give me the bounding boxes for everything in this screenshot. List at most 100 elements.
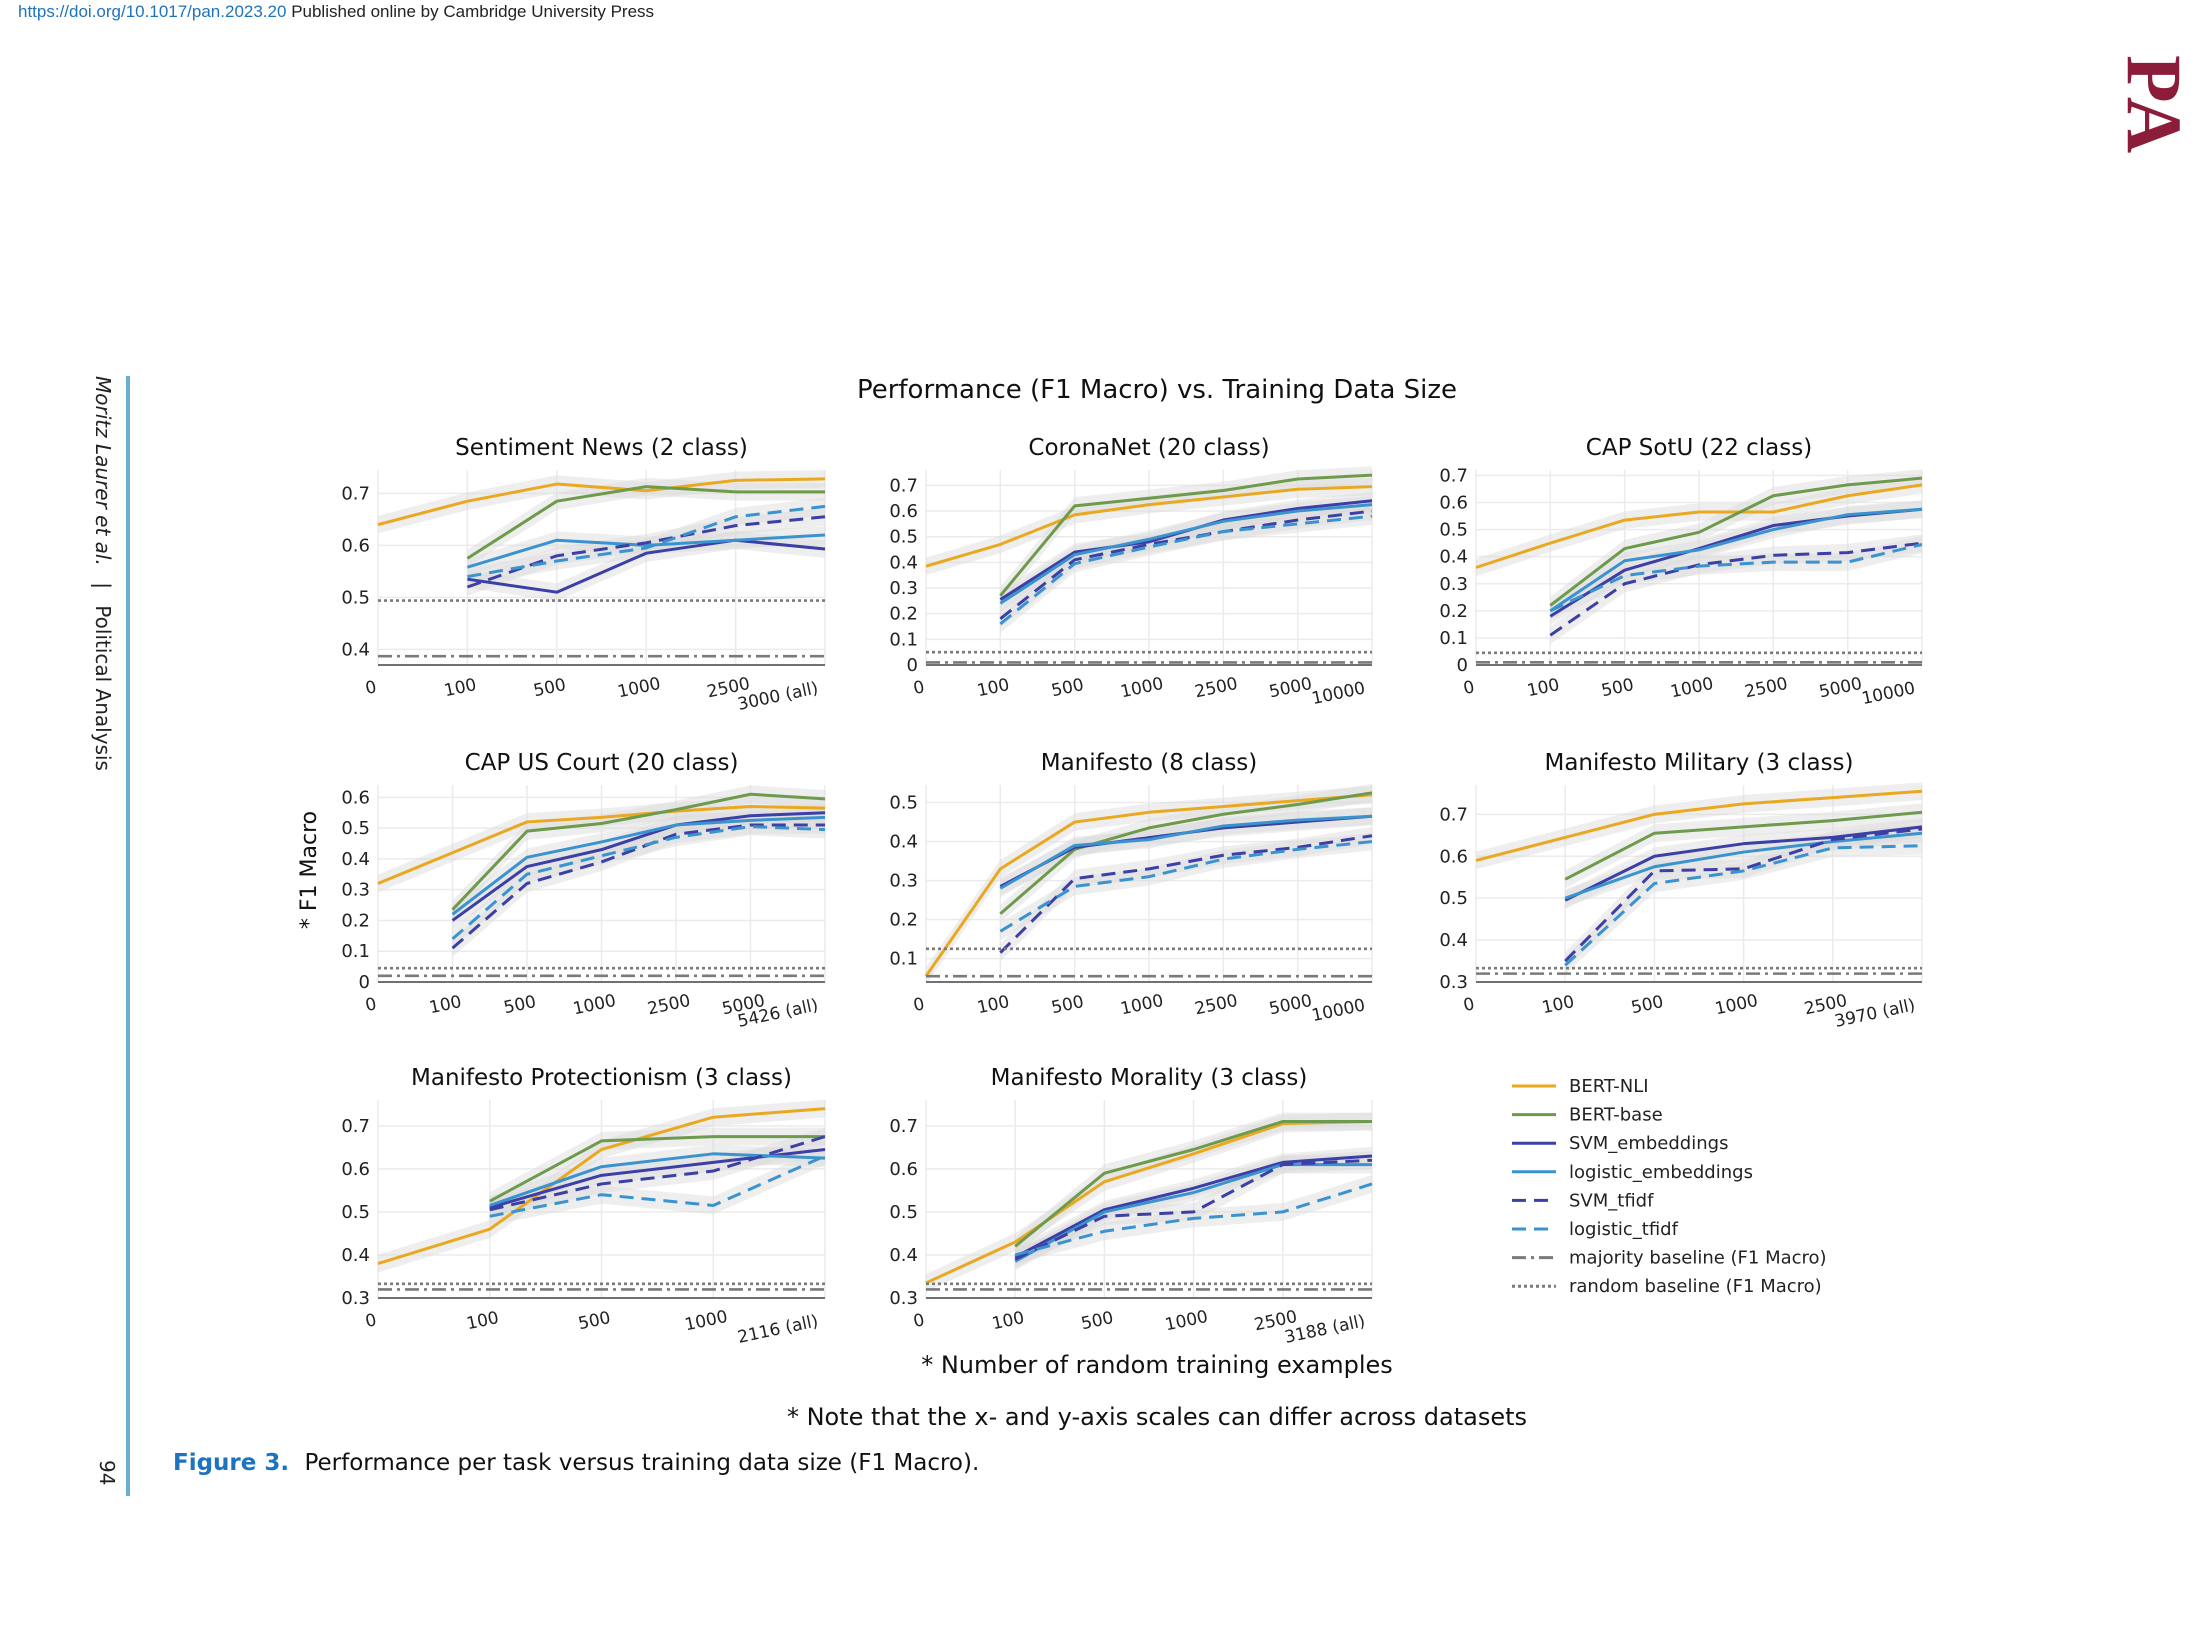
x-tick-label: 2500	[646, 991, 692, 1020]
legend-item-svm-tfidf: SVM_tfidf	[1512, 1190, 1654, 1211]
x-tick-label: 10000	[1310, 995, 1367, 1026]
series-line-svm-embeddings	[1564, 825, 1923, 902]
y-tick-label: 0.4	[1439, 930, 1468, 951]
series-line-logistic-tfidf	[489, 1154, 826, 1218]
x-tick-label: 100	[975, 675, 1011, 701]
series-line-logistic-embeddings	[1564, 831, 1923, 900]
x-tick-label: 500	[1050, 992, 1086, 1018]
x-tick-label: 1000	[1713, 991, 1759, 1020]
confidence-band-logistic-tfidf	[1000, 832, 1372, 941]
x-tick-label: 100	[442, 675, 478, 701]
y-tick-label: 0.5	[1439, 520, 1468, 541]
y-tick-label: 0.7	[341, 1116, 370, 1137]
x-tick-label: 500	[1050, 675, 1086, 701]
y-tick-label: 0.5	[341, 818, 370, 839]
page-number-text: 94	[95, 1460, 119, 1485]
journal-logo-text: PA	[2111, 55, 2190, 153]
x-tick-label: 0	[1462, 677, 1477, 699]
x-tick-label: 1000	[1119, 991, 1165, 1020]
y-tick-label: 0.5	[341, 587, 370, 608]
y-tick-label: 0.2	[341, 910, 370, 931]
chart-cap-us-court-20-class: CAP US Court (20 class) 0 0.1 0.2 0.3 0.4 0.5 0…	[341, 750, 826, 1032]
chart-title: CoronaNet (20 class)	[1028, 435, 1269, 461]
legend-item-logistic-embeddings: logistic_embeddings	[1512, 1162, 1753, 1183]
y-tick-label: 0.3	[889, 871, 918, 892]
confidence-band-logistic-embeddings	[1565, 824, 1922, 908]
figure-caption-text: Performance per task versus training dat…	[304, 1450, 980, 1476]
legend-item-bert-base: BERT-base	[1512, 1105, 1663, 1126]
series-line-logistic-embeddings	[999, 503, 1373, 605]
running-head-authors: Moritz Laurer et al.	[91, 376, 115, 566]
confidence-band-svm-tfidf	[1000, 826, 1372, 962]
confidence-band-svm-embeddings	[1000, 807, 1372, 896]
confidence-band-bert-nli	[1476, 476, 1922, 577]
x-tick-label: 5000	[1267, 674, 1313, 703]
y-tick-label: 0.2	[1439, 601, 1468, 622]
journal-logo: PA	[2111, 55, 2190, 153]
series-line-logistic-tfidf	[1014, 1182, 1373, 1257]
y-tick-label: 0.1	[1439, 628, 1468, 649]
confidence-band-bert-base	[1015, 1112, 1372, 1256]
series-line-svm-tfidf	[999, 834, 1373, 954]
y-tick-label: 0.7	[1439, 465, 1468, 486]
confidence-band-logistic-embeddings	[489, 1144, 825, 1215]
y-tick-label: 0	[359, 972, 370, 993]
series-line-bert-nli	[377, 805, 826, 885]
y-tick-label: 0.6	[889, 501, 918, 522]
confidence-band-logistic-tfidf	[489, 1147, 825, 1226]
y-tick-label: 0.4	[341, 639, 370, 660]
confidence-band-bert-base	[452, 785, 825, 919]
confidence-band-bert-nli	[1476, 782, 1922, 870]
x-tick-label: 10000	[1860, 678, 1917, 709]
chart-manifesto-morality-3-class: Manifesto Morality (3 class) 0.3 0.4 0.5 0.6…	[889, 1065, 1373, 1348]
x-tick-label: 1000	[1119, 674, 1165, 703]
series-line-svm-tfidf	[1014, 1158, 1373, 1261]
confidence-band-bert-base	[489, 1127, 825, 1211]
series-line-svm-embeddings	[1014, 1154, 1373, 1259]
x-tick-label: 2500	[1743, 674, 1789, 703]
legend-item-svm-embeddings: SVM_embeddings	[1512, 1133, 1728, 1154]
x-tick-label: 0	[912, 994, 927, 1016]
x-tick-label: 100	[990, 1308, 1026, 1334]
y-tick-label: 0.5	[1439, 888, 1468, 909]
series-line-bert-nli	[377, 477, 826, 527]
y-tick-label: 0.3	[889, 1288, 918, 1309]
series-line-bert-base	[1014, 1120, 1372, 1248]
figure-title: Performance (F1 Macro) vs. Training Data…	[857, 375, 1457, 405]
chart-title: CAP US Court (20 class)	[465, 750, 739, 776]
series-line-svm-tfidf	[489, 1135, 826, 1212]
legend-item-logistic-tfidf: logistic_tfidf	[1512, 1219, 1679, 1240]
x-tick-label: 100	[465, 1308, 501, 1334]
y-tick-label: 0.4	[889, 552, 918, 573]
series-line-svm-embeddings	[467, 538, 826, 594]
chart-manifesto-protectionism-3-class: Manifesto Protectionism (3 class) 0.3 0.4 0…	[341, 1065, 826, 1348]
confidence-band-logistic-tfidf	[1565, 836, 1922, 975]
y-tick-label: 0.4	[341, 1245, 370, 1266]
chart-manifesto-military-3-class: Manifesto Military (3 class) 0.3 0.4 0.5 0.6…	[1439, 750, 1923, 1032]
y-tick-label: 0.5	[889, 1202, 918, 1223]
x-tick-label: 500	[1079, 1308, 1115, 1334]
y-tick-label: 0.6	[341, 787, 370, 808]
running-head-separator: |	[91, 582, 115, 589]
y-tick-label: 0.7	[1439, 804, 1468, 825]
series-line-logistic-tfidf	[999, 840, 1373, 933]
x-tick-label: 2500	[1193, 674, 1239, 703]
chart-title: Manifesto Morality (3 class)	[991, 1065, 1308, 1091]
x-tick-label: 10000	[1310, 678, 1367, 709]
series-line-bert-base	[466, 485, 825, 560]
confidence-band-bert-base	[1565, 803, 1922, 889]
running-head-journal: Political Analysis	[91, 605, 115, 771]
legend-label: SVM_embeddings	[1569, 1133, 1728, 1154]
series-line-bert-nli	[377, 1107, 826, 1265]
series-line-logistic-tfidf	[467, 504, 826, 579]
y-tick-label: 0.1	[889, 949, 918, 970]
y-tick-label: 0.3	[1439, 574, 1468, 595]
confidence-band-logistic-embeddings	[1015, 1155, 1372, 1271]
series-line-bert-base	[999, 473, 1373, 597]
y-tick-label: 0.3	[889, 578, 918, 599]
series-line-logistic-tfidf	[451, 825, 826, 941]
confidence-band-logistic-embeddings	[1000, 807, 1372, 898]
doi-link[interactable]: https://doi.org/10.1017/pan.2023.20	[18, 2, 287, 21]
chart-cap-sotu-22-class: CAP SotU (22 class) 0 0.1 0.2 0.3 0.4 0.5 0.6 0.…	[1439, 435, 1923, 709]
